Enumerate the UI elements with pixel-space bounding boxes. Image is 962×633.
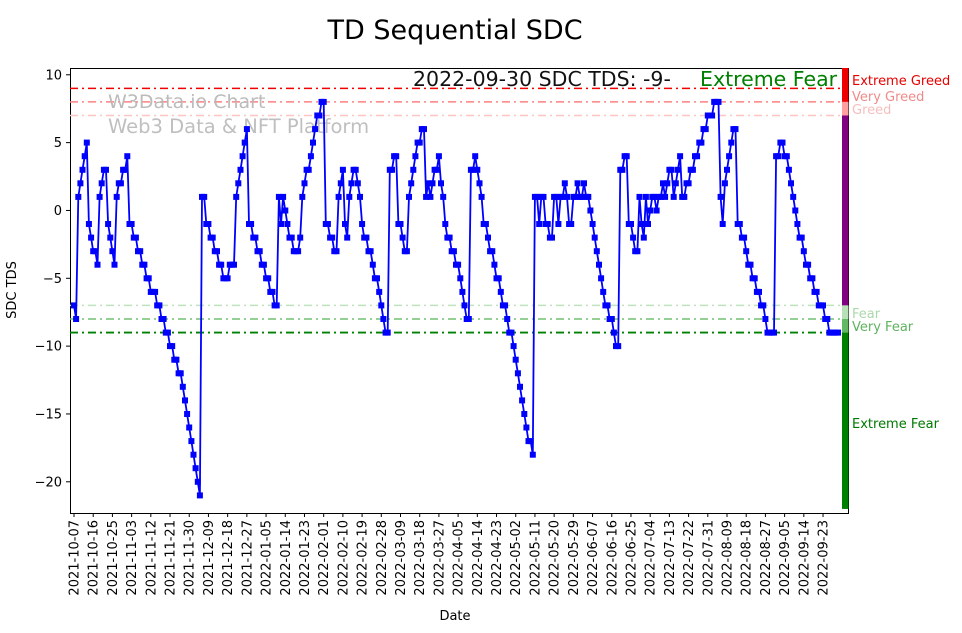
y-axis-label: SDC TDS (5, 261, 20, 319)
x-tick-label: 2022-05-20 (548, 520, 563, 596)
x-tick-label: 2021-10-16 (87, 520, 102, 596)
x-tick-label: 2021-10-07 (68, 520, 83, 596)
x-tick-label: 2022-08-09 (721, 520, 736, 596)
label-extreme-fear: Extreme Fear (852, 417, 940, 432)
x-tick-label: 2022-01-14 (279, 520, 294, 596)
x-tick-label: 2022-07-31 (701, 520, 716, 596)
x-tick-label: 2022-08-27 (759, 520, 774, 596)
fear-zone (842, 305, 849, 319)
x-tick-label: 2022-07-13 (663, 520, 678, 596)
x-tick-label: 2022-06-25 (624, 520, 639, 596)
x-tick-label: 2022-04-05 (452, 520, 467, 596)
x-tick-label: 2021-12-09 (202, 520, 217, 596)
label-very-fear: Very Fear (852, 320, 914, 335)
extreme-fear-zone (842, 332, 849, 509)
x-tick-label: 2022-02-19 (356, 520, 371, 596)
watermark-line1: W3Data.io Chart (108, 91, 265, 113)
y-tick-label: 0 (54, 204, 62, 219)
x-tick-label: 2022-05-02 (509, 520, 524, 596)
y-tick-label: −20 (35, 475, 62, 490)
x-tick-label: 2022-08-18 (740, 520, 755, 596)
watermark-line2: Web3 Data & NFT Platform (108, 115, 369, 138)
sdc-tds-markers (71, 98, 841, 499)
very-fear-zone (842, 318, 849, 333)
y-tick-label: −10 (35, 340, 62, 355)
x-tick-label: 2022-05-11 (528, 520, 543, 596)
x-tick-label: 2021-12-27 (240, 520, 255, 596)
annotation-status: Extreme Fear (700, 67, 838, 91)
label-extreme-greed: Extreme Greed (852, 74, 950, 89)
x-tick-label: 2022-06-16 (605, 520, 620, 596)
x-axis-label: Date (439, 609, 470, 624)
x-tick-label: 2022-03-27 (432, 520, 447, 596)
y-tick-label: −5 (43, 272, 62, 287)
neutral-zone (842, 115, 849, 306)
annotation-sdc-tds-value: 2022-09-30 SDC TDS: -9- (413, 67, 671, 91)
x-tick-label: 2022-09-05 (778, 520, 793, 596)
label-fear: Fear (852, 307, 881, 322)
x-tick-label: 2022-01-23 (298, 520, 313, 596)
x-tick-label: 2022-06-07 (586, 520, 601, 596)
greed-zone (842, 101, 849, 116)
extreme-greed-zone (842, 68, 849, 102)
x-tick-label: 2022-02-01 (317, 520, 332, 596)
x-tick-label: 2022-03-09 (394, 520, 409, 596)
y-tick-label: 10 (45, 68, 62, 83)
tick-labels: 10 5 0 −5 −10 −15 −20 2021-10-07 2021-10-16 2021-… (35, 68, 832, 595)
x-tick-label: 2022-09-23 (817, 520, 832, 596)
x-tick-label: 2022-01-05 (260, 520, 275, 596)
x-tick-label: 2021-10-25 (106, 520, 121, 596)
x-tick-label: 2022-09-14 (797, 520, 812, 596)
x-tick-label: 2022-02-28 (375, 520, 390, 596)
label-very-greed: Very Greed (852, 90, 924, 105)
label-greed: Greed (852, 103, 891, 118)
x-tick-label: 2022-04-14 (471, 520, 486, 596)
zone-color-bar (842, 68, 849, 509)
x-tick-label: 2021-11-30 (183, 520, 198, 596)
x-tick-label: 2021-11-12 (144, 520, 159, 596)
y-tick-label: 5 (54, 136, 62, 151)
x-tick-label: 2021-11-21 (164, 520, 179, 596)
y-tick-label: −15 (35, 407, 62, 422)
sdc-tds-line (73, 101, 838, 496)
x-tick-label: 2022-07-04 (644, 520, 659, 596)
x-tick-label: 2021-12-18 (221, 520, 236, 596)
x-tick-label: 2022-03-18 (413, 520, 428, 596)
x-tick-label: 2022-05-29 (567, 520, 582, 596)
x-tick-label: 2022-02-10 (336, 520, 351, 596)
x-tick-label: 2022-07-22 (682, 520, 697, 596)
x-tick-label: 2022-04-23 (490, 520, 505, 596)
sdc-tds-series (71, 98, 841, 499)
x-tick-label: 2021-11-03 (125, 520, 140, 596)
chart-title: TD Sequential SDC (326, 15, 582, 46)
